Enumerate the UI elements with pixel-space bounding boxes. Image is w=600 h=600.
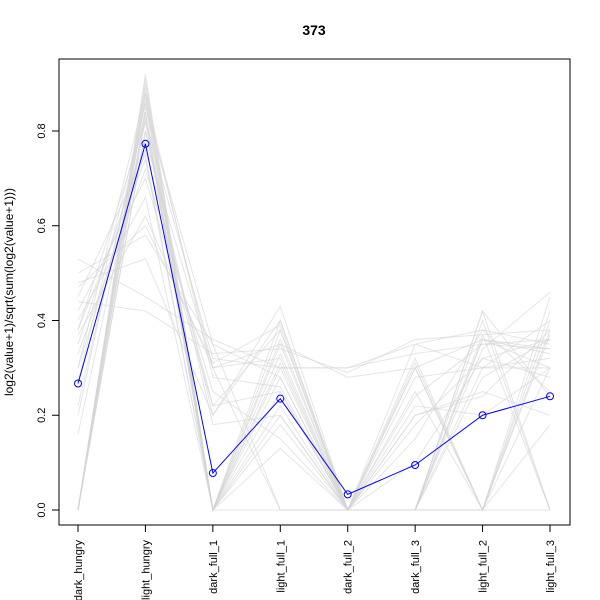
x-axis: dark_hungry light_hungry dark_full_1 light_…: [73, 525, 557, 600]
x-tick-label-light_full_2: light_full_2: [478, 540, 490, 593]
highlight-point-dark_full_3: [411, 460, 420, 469]
background-series-line-16: [77, 258, 551, 369]
chart-title: 373: [302, 22, 326, 38]
plot-frame: [58, 58, 571, 526]
y-axis: 0.0 0.2 0.4 0.6 0.8: [36, 123, 59, 518]
highlight-point-dark_full_2: [343, 490, 352, 499]
highlight-point-light_hungry: [141, 139, 150, 148]
highlight-series-group: [74, 139, 554, 499]
highlight-point-light_full_1: [276, 394, 285, 403]
y-tick-label-2: 0.4: [36, 313, 48, 328]
background-series-line-23: [77, 167, 551, 511]
highlight-point-light_full_3: [546, 392, 554, 401]
background-series-line-27: [77, 92, 551, 512]
x-tick-label-light_full_1: light_full_1: [275, 540, 287, 593]
background-series-line-25: [77, 102, 551, 512]
x-tick-label-light_hungry: light_hungry: [140, 540, 152, 600]
highlight-series-line: [77, 143, 551, 495]
highlight-point-dark_full_1: [208, 469, 217, 478]
y-tick-label-0: 0.0: [36, 502, 48, 517]
x-tick-label-dark_full_1: dark_full_1: [208, 540, 220, 594]
background-series-line-29: [77, 111, 551, 511]
x-tick-label-dark_hungry: dark_hungry: [73, 540, 85, 600]
y-axis-label: log2(value+1)/sqrt(sum(log2(value+1))): [2, 188, 16, 396]
x-tick-label-light_full_3: light_full_3: [545, 540, 557, 593]
background-series-line-14: [77, 138, 551, 512]
background-series-line-5: [77, 153, 551, 512]
background-series-line-21: [77, 301, 551, 374]
background-series-line-17: [77, 148, 551, 511]
y-tick-label-3: 0.6: [36, 218, 48, 233]
highlight-point-light_full_2: [478, 411, 487, 420]
y-tick-label-4: 0.8: [36, 123, 48, 138]
background-series-group: [77, 74, 551, 512]
x-tick-label-dark_full_3: dark_full_3: [410, 540, 422, 594]
background-series-line-28: [77, 224, 551, 511]
y-tick-label-1: 0.2: [36, 408, 48, 423]
background-series-line-9: [77, 234, 551, 512]
background-series-line-26: [77, 157, 551, 512]
background-series-line-7: [77, 215, 550, 511]
background-series-line-20: [77, 121, 551, 512]
background-series-line-11: [77, 97, 551, 512]
background-series-line-4: [77, 107, 551, 512]
x-tick-label-dark_full_2: dark_full_2: [343, 540, 355, 594]
highlight-point-dark_hungry: [74, 379, 82, 388]
background-series-line-12: [77, 258, 551, 512]
